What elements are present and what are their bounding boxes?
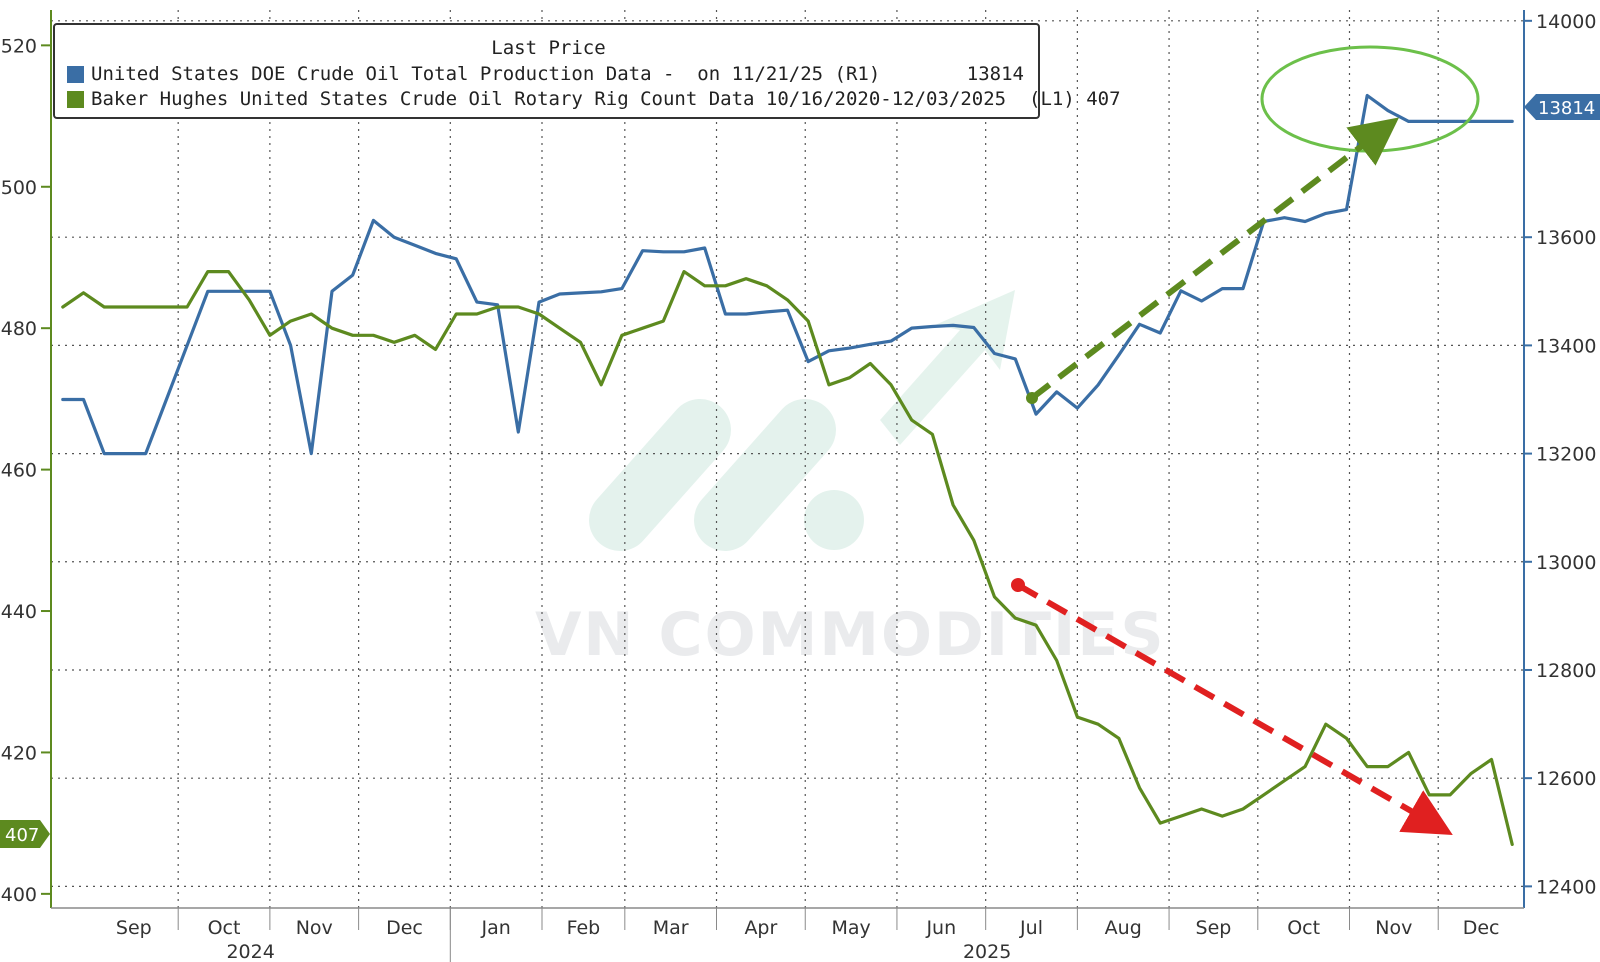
month-label: Apr [744, 917, 777, 939]
month-label: Jun [925, 917, 956, 939]
month-label: Oct [208, 917, 241, 939]
legend-label-production: United States DOE Crude Oil Total Produc… [91, 63, 881, 85]
month-label: Aug [1105, 917, 1142, 939]
watermark-text: VN COMMODITIES [535, 600, 1166, 670]
right-tick-label: 13400 [1536, 335, 1596, 357]
right-tick-label: 12800 [1536, 660, 1596, 682]
left-last-value-badge: 407 [0, 820, 50, 848]
right-tick-label: 14000 [1536, 11, 1596, 33]
x-axis: Sep Oct Nov Dec Jan Feb Mar Apr May Jun Jul Aug Sep O… [116, 908, 1500, 962]
left-tick-label: 440 [1, 601, 37, 623]
grid [51, 10, 1524, 908]
red-trend-arrow [1016, 582, 1453, 835]
month-label: Jan [481, 917, 511, 939]
watermark-logo-arrow [880, 290, 1015, 445]
month-label: Jul [1019, 917, 1043, 939]
year-label: 2025 [963, 941, 1011, 962]
left-tick-label: 420 [1, 742, 37, 764]
year-label: 2024 [226, 941, 274, 962]
legend-label-rig-count: Baker Hughes United States Crude Oil Rot… [91, 88, 1121, 110]
legend-swatch-production [67, 66, 84, 83]
watermark: VN COMMODITIES [535, 290, 1166, 670]
annotations [1011, 45, 1480, 835]
month-label: Feb [567, 917, 601, 939]
right-tick-label: 12600 [1536, 768, 1596, 790]
month-label: Dec [1463, 917, 1500, 939]
month-label: Nov [1375, 917, 1412, 939]
left-tick-label: 460 [1, 460, 37, 482]
month-label: May [831, 917, 870, 939]
right-last-value-badge: 13814 [1524, 94, 1600, 120]
left-badge-text: 407 [5, 825, 39, 846]
month-label: Mar [653, 917, 689, 939]
legend-title: Last Price [491, 37, 606, 59]
plot-frame [50, 10, 1525, 909]
month-label: Oct [1287, 917, 1320, 939]
series-line-production [61, 93, 1514, 456]
series-layer [61, 93, 1514, 847]
legend-value-production: 13814 [966, 63, 1024, 85]
month-label: Sep [116, 917, 152, 939]
month-label: Dec [386, 917, 423, 939]
right-tick-label: 12400 [1536, 876, 1596, 898]
left-tick-label: 500 [1, 177, 37, 199]
legend-swatch-rig-count [67, 91, 84, 108]
left-axis: 400 420 440 460 480 500 520 [1, 35, 51, 906]
right-tick-label: 13000 [1536, 552, 1596, 574]
watermark-logo-dot [804, 490, 864, 550]
left-tick-label: 480 [1, 318, 37, 340]
month-label: Sep [1196, 917, 1232, 939]
month-label: Nov [296, 917, 333, 939]
left-tick-label: 520 [1, 35, 37, 57]
watermark-logo-bar-2 [694, 399, 836, 551]
right-tick-label: 13600 [1536, 227, 1596, 249]
legend: Last Price United States DOE Crude Oil T… [53, 23, 1121, 119]
right-tick-label: 13200 [1536, 444, 1596, 466]
right-axis: 12400 12600 12800 13000 13200 13400 13600 14000 [1524, 11, 1596, 898]
legend-item-rig-count: Baker Hughes United States Crude Oil Rot… [67, 88, 1121, 112]
series-line-rig-count [61, 270, 1514, 847]
watermark-logo-bar-1 [589, 399, 731, 551]
right-badge-text: 13814 [1538, 98, 1595, 119]
legend-item-production: United States DOE Crude Oil Total Produc… [67, 63, 1032, 87]
green-trend-arrow [1030, 117, 1400, 401]
left-tick-label: 400 [1, 884, 37, 906]
